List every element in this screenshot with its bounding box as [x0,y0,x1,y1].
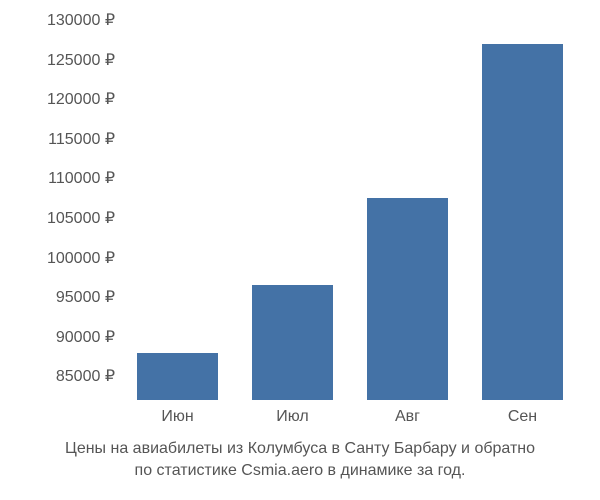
y-tick-label: 90000 ₽ [56,327,115,347]
bar [252,285,333,400]
y-tick-label: 95000 ₽ [56,287,115,307]
bar [482,44,563,400]
x-tick-label: Июл [276,408,308,426]
caption-line-2: по статистике Csmia.aero в динамике за г… [0,460,600,482]
price-chart: 85000 ₽ 90000 ₽ 95000 ₽ 100000 ₽ 105000 ₽ 110… [0,10,600,440]
y-tick-label: 105000 ₽ [47,208,115,228]
y-tick-label: 85000 ₽ [56,366,115,386]
caption-line-1: Цены на авиабилеты из Колумбуса в Санту … [0,438,600,460]
y-tick-label: 110000 ₽ [48,168,115,188]
x-tick-label: Авг [395,408,420,426]
y-tick-label: 125000 ₽ [47,50,115,70]
y-tick-label: 100000 ₽ [47,248,115,268]
chart-caption: Цены на авиабилеты из Колумбуса в Санту … [0,438,600,481]
bar [367,198,448,400]
y-tick-label: 115000 ₽ [48,129,115,149]
bar [137,353,218,401]
y-tick-label: 120000 ₽ [47,89,115,109]
plot-area [120,20,580,400]
x-tick-label: Сен [508,408,537,426]
y-tick-label: 130000 ₽ [47,10,115,30]
x-tick-label: Июн [161,408,193,426]
